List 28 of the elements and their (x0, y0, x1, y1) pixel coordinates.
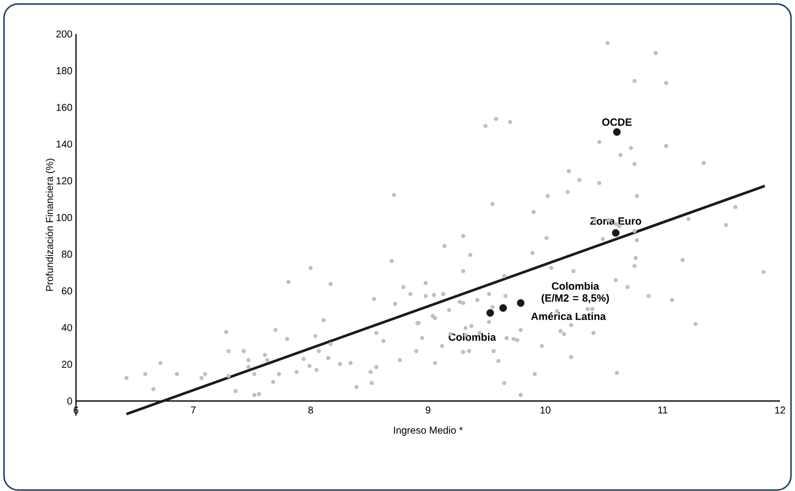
x-tick-label: 7 (191, 406, 196, 414)
x-tick-label: 12 (775, 406, 786, 414)
point (499, 304, 507, 312)
point (613, 128, 621, 136)
x-tick-label: 10 (540, 406, 550, 414)
y-tick-label: 180 (56, 67, 72, 74)
point (516, 299, 524, 307)
y-axis-title: Profundización Financiera (%) (46, 158, 56, 291)
y-tick-label: 20 (62, 360, 72, 368)
x-tick-label: 11 (658, 406, 668, 414)
y-tick-label: 140 (56, 140, 72, 148)
x-tick-label: 8 (308, 406, 314, 414)
y-tick-label: 80 (62, 250, 72, 258)
y-tick-label: 0 (67, 398, 72, 405)
point (612, 229, 620, 237)
x-axis-title: Ingreso Medio * (394, 426, 463, 436)
y-tick-label: 100 (56, 214, 72, 222)
y-tick-label: 200 (56, 30, 72, 38)
annotation: OCDE (602, 118, 632, 126)
y-tick-label: 120 (56, 177, 72, 184)
annotation: América Latina (531, 312, 606, 320)
annotation: Colombia (448, 333, 496, 341)
y-tick-label: 60 (62, 288, 72, 295)
annotation: Colombia (E/M2 = 8,5%) (542, 282, 609, 304)
x-tick-label: 9 (426, 406, 430, 414)
y-tick-label: 160 (56, 104, 72, 112)
point (486, 309, 494, 317)
y-tick-label: 40 (62, 324, 72, 332)
